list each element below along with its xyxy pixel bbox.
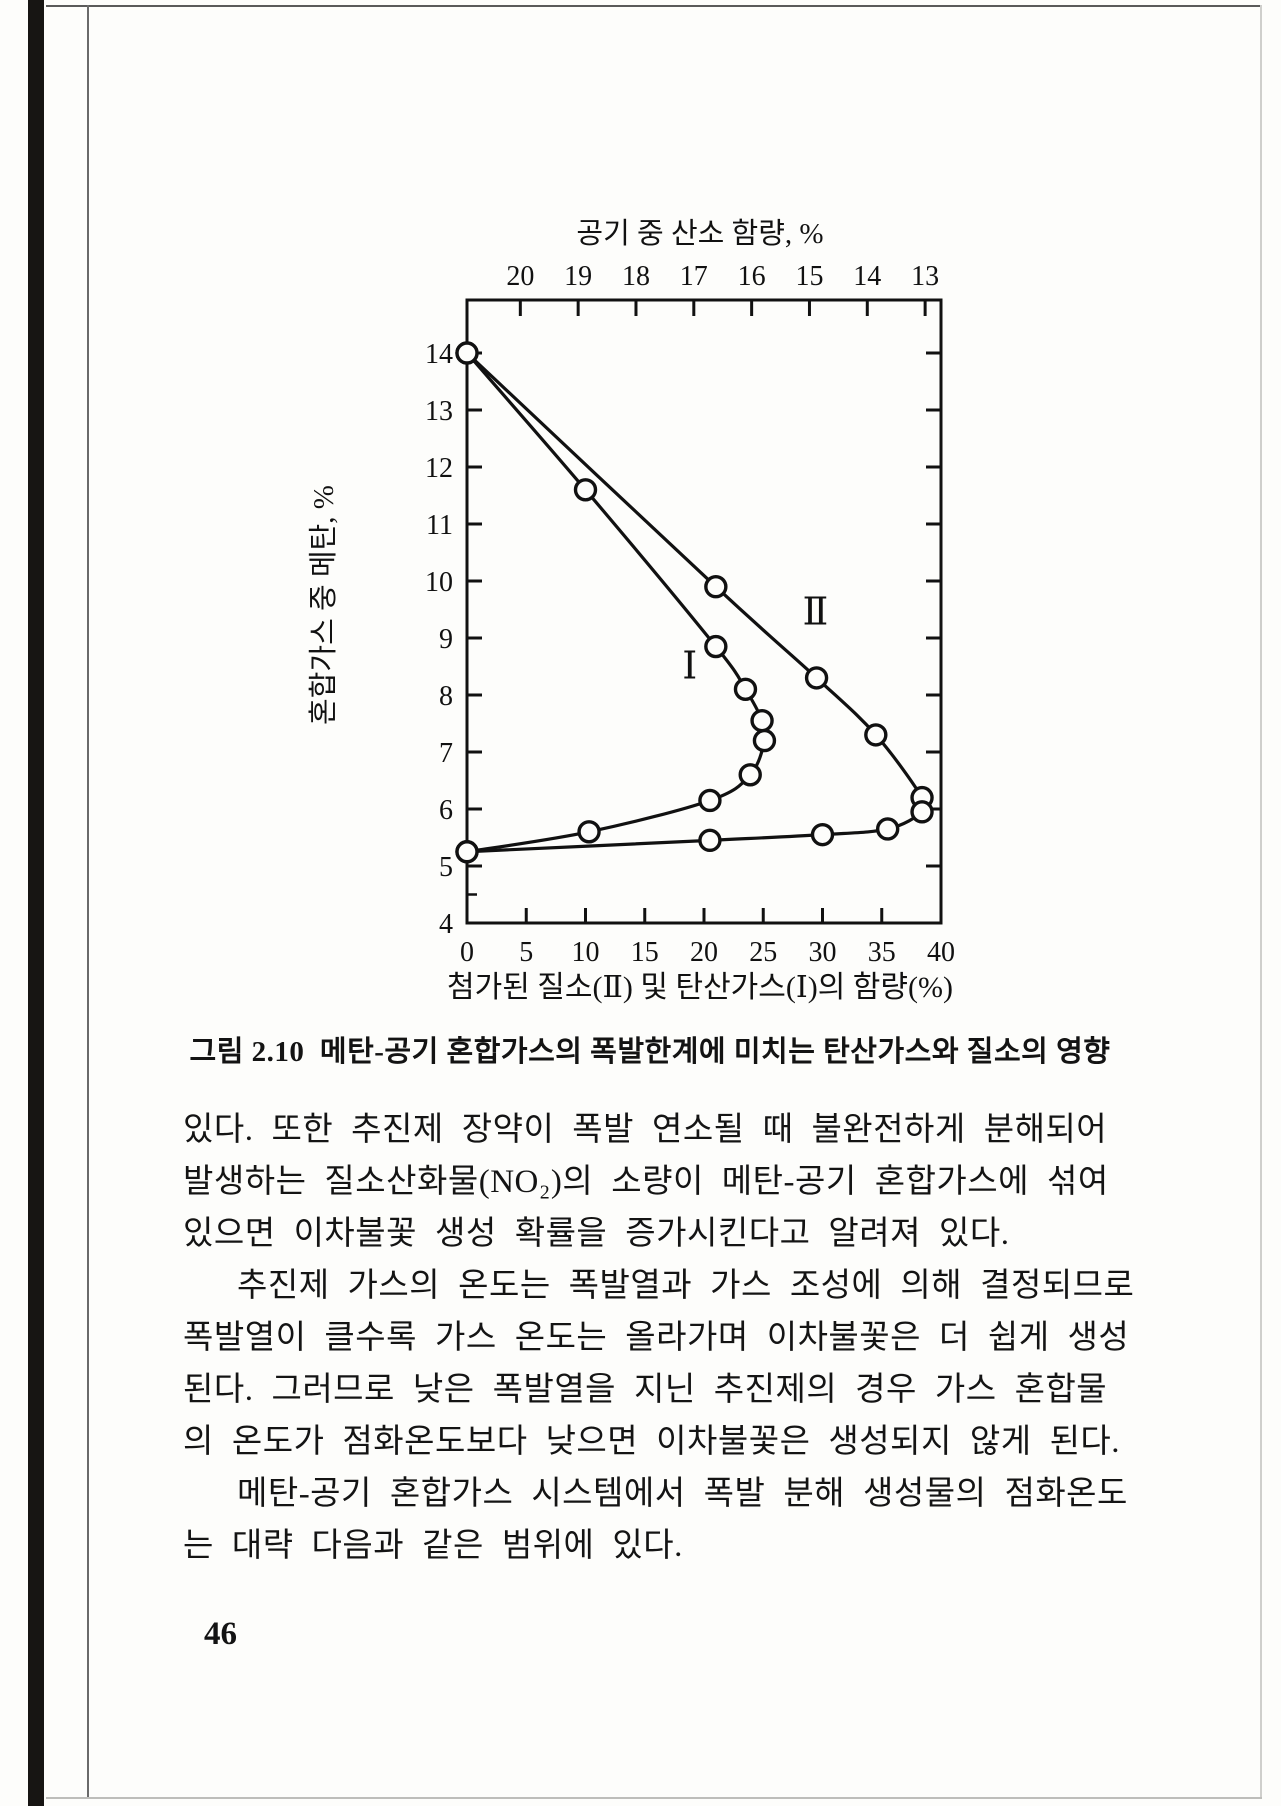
curve-Ⅰ-data-point-marker [698, 788, 722, 813]
body-text: 있다. 또한 추진제 장약이 폭발 연소될 때 불완전하게 분해되어 발생하는 … [183, 1104, 1135, 1572]
body-text-line: 의 온도가 점화온도보다 낮으면 이차불꽃은 생성되지 않게 된다. [183, 1424, 1121, 1460]
x-axis-tick-label: 10 [572, 937, 600, 968]
body-text-line: 발생하는 질소산화물(NO₂)의 소량이 메탄-공기 혼합가스에 섞여 [183, 1164, 1109, 1200]
body-text-line: 있으면 이차불꽃 생성 확률을 증가시킨다고 알려져 있다. [183, 1216, 1010, 1252]
y-axis-tick-label: 4 [439, 909, 453, 940]
curve-Ⅰ-data-point-marker [750, 708, 774, 733]
top-axis-tick-label: 16 [738, 261, 766, 292]
curve-Ⅱ-data-point-marker [864, 723, 888, 747]
curve-Ⅱ-data-point-marker [804, 666, 829, 690]
y-axis-tick-label: 9 [439, 624, 453, 655]
curve-Ⅰ-label: Ⅰ [682, 646, 697, 688]
y-axis-tick-label: 6 [439, 795, 453, 826]
top-axis-tick-label: 19 [564, 261, 592, 292]
y-axis-tick-label: 13 [425, 396, 453, 427]
y-axis-tick-label: 7 [439, 738, 453, 769]
page-number: 46 [204, 1616, 237, 1652]
x-axis-tick-label: 40 [927, 937, 955, 968]
page-border-left [87, 5, 89, 1799]
curve-Ⅱ-data-point-marker [875, 817, 900, 841]
body-text-line: 된다. 그러므로 낮은 폭발열을 지닌 추진제의 경우 가스 혼합물 [183, 1372, 1108, 1408]
x-axis-tick-label: 5 [519, 937, 533, 968]
curve-Ⅱ-data-point-marker [455, 341, 479, 365]
page-border-top [46, 5, 1262, 7]
y-axis-tick-label: 5 [439, 852, 453, 883]
page-border-bottom [46, 1797, 1262, 1799]
top-axis-tick-label: 17 [680, 261, 708, 292]
curve-Ⅰ-data-point-marker [704, 634, 728, 659]
x-axis-tick-label: 35 [868, 937, 896, 968]
curve-Ⅱ-data-point-marker [698, 828, 722, 853]
figure-caption: 그림 2.10 메탄-공기 혼합가스의 폭발한계에 미치는 탄산가스와 질소의 … [189, 1036, 1111, 1068]
curve-Ⅱ-line [465, 351, 929, 854]
y-axis-tick-label: 12 [425, 453, 453, 484]
x-axis-tick-label: 15 [631, 937, 659, 968]
curve-Ⅱ-data-point-marker [910, 800, 934, 824]
top-axis-title: 공기 중 산소 함량, % [576, 218, 823, 250]
curve-Ⅰ-line [465, 351, 767, 854]
curve-Ⅱ-data-point-marker [810, 822, 835, 847]
page-border-right [1260, 5, 1262, 1799]
curve-Ⅱ-data-point-marker [704, 575, 728, 599]
curve-Ⅰ-data-point-marker [738, 763, 762, 787]
y-axis-tick-label: 11 [426, 510, 453, 541]
x-axis-tick-label: 20 [690, 937, 718, 968]
x-axis-tick-label: 0 [460, 937, 474, 968]
top-axis-tick-label: 20 [506, 261, 534, 292]
y-axis-tick-label: 8 [439, 681, 453, 712]
top-axis-tick-label: 13 [911, 261, 939, 292]
top-axis-tick-label: 18 [622, 261, 650, 292]
top-axis-tick-label: 14 [853, 261, 881, 292]
curve-Ⅰ-data-point-marker [573, 478, 598, 502]
curve-Ⅰ-data-point-marker [733, 677, 758, 701]
y-axis-tick-label: 10 [425, 567, 453, 598]
top-axis-tick-label: 15 [795, 261, 823, 292]
curve-Ⅰ-data-point-marker [752, 728, 777, 753]
curve-Ⅱ-data-point-marker [455, 840, 479, 864]
body-text-line: 메탄-공기 혼합가스 시스템에서 폭발 분해 생성물의 점화온도 [183, 1476, 1128, 1512]
x-axis-title: 첨가된 질소(Ⅱ) 및 탄산가스(Ⅰ)의 함량(%) [447, 971, 953, 1004]
body-text-line: 폭발열이 클수록 가스 온도는 올라가며 이차불꽃은 더 쉽게 생성 [183, 1320, 1130, 1356]
body-text-line: 있다. 또한 추진제 장약이 폭발 연소될 때 불완전하게 분해되어 [183, 1112, 1108, 1148]
body-text-line: 는 대략 다음과 같은 범위에 있다. [183, 1528, 683, 1564]
curve-Ⅰ-data-point-marker [577, 820, 601, 844]
y-axis-title: 혼합가스 중 메탄, % [307, 485, 340, 725]
scan-gutter-bar [28, 0, 44, 1806]
x-axis-tick-label: 25 [749, 937, 777, 968]
plot-frame [465, 298, 943, 925]
x-axis-tick-label: 30 [809, 937, 837, 968]
curve-Ⅱ-label: Ⅱ [802, 591, 828, 633]
y-axis-tick-label: 14 [425, 339, 453, 370]
body-text-line: 추진제 가스의 온도는 폭발열과 가스 조성에 의해 결정되므로 [183, 1268, 1135, 1304]
